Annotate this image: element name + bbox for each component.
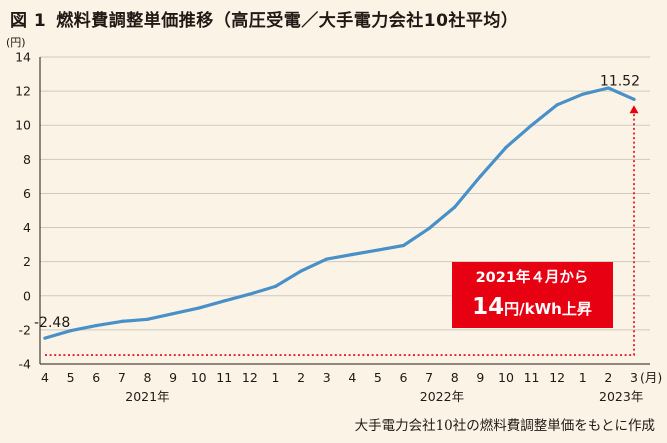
increase-indicator bbox=[45, 111, 635, 356]
data-point bbox=[248, 292, 252, 296]
y-tick-label: -4 bbox=[19, 357, 32, 372]
data-point bbox=[299, 269, 303, 273]
y-tick-label: 4 bbox=[23, 220, 31, 235]
x-tick-label: 1 bbox=[272, 370, 280, 385]
callout-line1: 2021年４月から bbox=[476, 268, 589, 286]
x-tick-label: 10 bbox=[498, 370, 514, 385]
x-tick-label: 1 bbox=[579, 370, 587, 385]
y-tick-label: 6 bbox=[23, 186, 31, 201]
x-tick-label: 9 bbox=[476, 370, 484, 385]
series-line bbox=[43, 86, 636, 340]
data-point bbox=[273, 284, 278, 288]
x-tick-label: 6 bbox=[92, 370, 100, 385]
x-tick-label: 7 bbox=[118, 370, 126, 385]
data-point bbox=[94, 324, 98, 328]
year-label: 2021年 bbox=[125, 389, 169, 404]
data-point bbox=[350, 252, 354, 257]
data-point bbox=[401, 243, 406, 248]
data-point bbox=[120, 319, 124, 323]
data-point bbox=[427, 226, 431, 231]
x-tick-label: 9 bbox=[169, 370, 177, 385]
chart-title: 図 1 燃料費調整単価推移（高圧受電／大手電力会社10社平均） bbox=[10, 6, 518, 31]
x-tick-label: 12 bbox=[549, 370, 565, 385]
callout-box bbox=[452, 262, 613, 328]
data-point bbox=[606, 86, 610, 90]
data-point bbox=[376, 248, 380, 252]
x-tick-label: 8 bbox=[143, 370, 151, 385]
x-tick-label: 5 bbox=[67, 370, 75, 385]
data-point bbox=[171, 312, 175, 316]
data-point bbox=[43, 336, 47, 340]
data-point bbox=[453, 205, 457, 209]
y-tick-label: 14 bbox=[15, 50, 31, 65]
x-tick-label: 6 bbox=[400, 370, 408, 385]
data-point bbox=[581, 92, 585, 96]
data-point bbox=[69, 329, 73, 333]
source-note: 大手電力会社10社の燃料費調整単価をもとに作成 bbox=[354, 418, 655, 434]
data-point bbox=[555, 103, 559, 107]
x-tick-label: 3 bbox=[323, 370, 331, 385]
y-tick-label: 0 bbox=[23, 288, 31, 303]
x-tick-label: 7 bbox=[425, 370, 433, 385]
y-tick-label: -2 bbox=[19, 322, 31, 337]
x-tick-label: 12 bbox=[242, 370, 258, 385]
title-text: 燃料費調整単価推移（高圧受電／大手電力会社10社平均） bbox=[56, 11, 519, 31]
x-tick-label: 11 bbox=[524, 370, 540, 385]
data-point bbox=[478, 174, 482, 178]
y-tick-label: 2 bbox=[23, 254, 31, 269]
y-axis-unit-label: (円) bbox=[6, 36, 26, 49]
y-tick-label: 12 bbox=[15, 84, 31, 99]
callout-amount: 14円/kWh上昇 bbox=[472, 294, 592, 320]
x-tick-label: 2 bbox=[604, 370, 612, 385]
x-axis-unit-label: (月) bbox=[640, 370, 662, 385]
x-tick-label: 8 bbox=[451, 370, 459, 385]
start-value-label: -2.48 bbox=[34, 315, 70, 331]
x-tick-label: 4 bbox=[348, 370, 356, 385]
y-tick-label: 8 bbox=[23, 152, 31, 167]
y-tick-label: 10 bbox=[15, 118, 31, 133]
increase-arrowhead bbox=[629, 105, 639, 114]
x-tick-label: 2 bbox=[297, 370, 305, 385]
year-label: 2022年 bbox=[420, 389, 464, 404]
x-tick-label: 3 bbox=[630, 370, 638, 385]
data-point bbox=[632, 97, 636, 101]
x-tick-label: 5 bbox=[374, 370, 382, 385]
year-label: 2023年 bbox=[599, 389, 643, 404]
data-point bbox=[197, 306, 201, 310]
x-tick-label: 4 bbox=[41, 370, 49, 385]
data-point bbox=[529, 123, 534, 127]
end-value-label: 11.52 bbox=[600, 73, 640, 89]
data-point bbox=[504, 145, 508, 149]
x-tick-label: 11 bbox=[216, 370, 232, 385]
data-point bbox=[325, 257, 329, 261]
x-tick-label: 10 bbox=[191, 370, 207, 385]
data-point bbox=[145, 317, 150, 321]
data-point bbox=[222, 299, 226, 303]
figure-label: 図 1 bbox=[10, 11, 47, 31]
